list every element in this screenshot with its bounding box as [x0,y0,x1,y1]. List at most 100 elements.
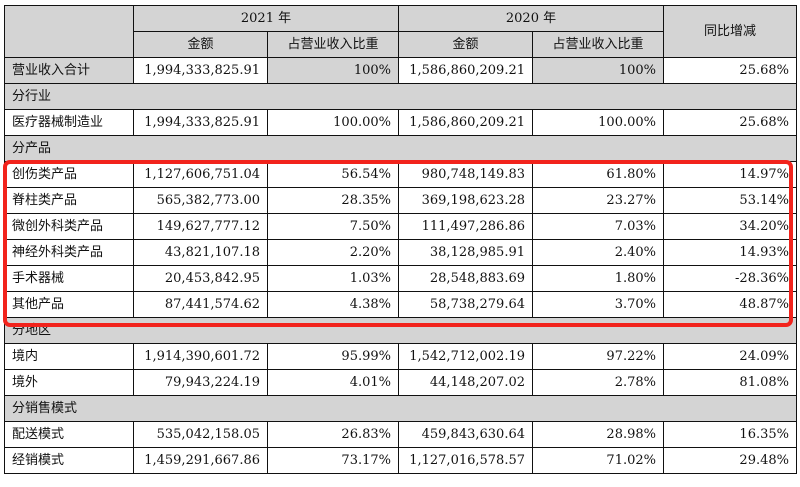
section-title: 分销售模式 [4,395,797,422]
share-2021: 95.99% [267,343,399,370]
amount-2021: 1,127,606,751.04 [133,161,268,188]
yoy-change: -28.36% [663,265,797,292]
share-2021: 2.20% [267,239,399,266]
amount-2021: 535,042,158.05 [133,421,268,448]
share-2021: 26.83% [267,421,399,448]
table-row: 其他产品 87,441,574.62 4.38% 58,738,279.64 3… [4,291,797,318]
amount-2020: 38,128,985.91 [398,239,533,266]
yoy-change: 48.87% [663,291,797,318]
section-header-sales-mode: 分销售模式 [4,395,797,422]
amount-2021: 79,943,224.19 [133,369,268,396]
section-title: 分行业 [4,83,797,110]
section-title: 分地区 [4,317,797,344]
amount-2021: 1,459,291,667.86 [133,447,268,474]
table-row: 神经外科类产品 43,821,107.18 2.20% 38,128,985.9… [4,239,797,266]
table-row: 经销模式 1,459,291,667.86 73.17% 1,127,016,5… [4,447,797,474]
section-header-region: 分地区 [4,317,797,344]
share-2021: 4.38% [267,291,399,318]
amount-2021: 87,441,574.62 [133,291,268,318]
table-row: 医疗器械制造业 1,994,333,825.91 100.00% 1,586,8… [4,109,797,136]
amount-2021: 1,994,333,825.91 [133,109,268,136]
row-label: 经销模式 [4,447,134,474]
table-row: 境外 79,943,224.19 4.01% 44,148,207.02 2.7… [4,369,797,396]
share-2020: 28.98% [532,421,664,448]
share-2021: 100.00% [267,109,399,136]
amount-2020: 459,843,630.64 [398,421,533,448]
row-label: 创伤类产品 [4,161,134,188]
share-2021: 56.54% [267,161,399,188]
row-label: 手术器械 [4,265,134,292]
table-row: 脊柱类产品 565,382,773.00 28.35% 369,198,623.… [4,187,797,214]
amount-2020: 111,497,286.86 [398,213,533,240]
share-2021: 1.03% [267,265,399,292]
amount-2021: 1,994,333,825.91 [133,57,268,84]
section-header-industry: 分行业 [4,83,797,110]
amount-2021: 1,914,390,601.72 [133,343,268,370]
header-2021: 2021 年 [133,5,399,32]
row-label: 医疗器械制造业 [4,109,134,136]
header-amount-2020: 金额 [398,31,533,58]
row-label: 微创外科类产品 [4,213,134,240]
revenue-breakdown-table: 2021 年 2020 年 同比增减 金额 占营业收入比重 金额 占营业收入比重… [4,5,797,474]
share-2020: 7.03% [532,213,664,240]
share-2020: 23.27% [532,187,664,214]
row-label: 其他产品 [4,291,134,318]
header-blank [4,5,134,58]
yoy-change: 14.97% [663,161,797,188]
row-label: 营业收入合计 [4,57,134,84]
share-2020: 97.22% [532,343,664,370]
share-2020: 1.80% [532,265,664,292]
share-2020: 3.70% [532,291,664,318]
header-share-2020: 占营业收入比重 [532,31,664,58]
table-row: 手术器械 20,453,842.95 1.03% 28,548,883.69 1… [4,265,797,292]
yoy-change: 16.35% [663,421,797,448]
row-label: 配送模式 [4,421,134,448]
amount-2020: 1,127,016,578.57 [398,447,533,474]
amount-2020: 1,586,860,209.21 [398,109,533,136]
share-2020: 100% [532,57,664,84]
yoy-change: 14.93% [663,239,797,266]
amount-2020: 1,542,712,002.19 [398,343,533,370]
row-label: 境内 [4,343,134,370]
amount-2020: 1,586,860,209.21 [398,57,533,84]
yoy-change: 53.14% [663,187,797,214]
amount-2020: 28,548,883.69 [398,265,533,292]
header-amount-2021: 金额 [133,31,268,58]
total-row: 营业收入合计 1,994,333,825.91 100% 1,586,860,2… [4,57,797,84]
table-row: 配送模式 535,042,158.05 26.83% 459,843,630.6… [4,421,797,448]
section-header-product: 分产品 [4,135,797,162]
table-row: 境内 1,914,390,601.72 95.99% 1,542,712,002… [4,343,797,370]
share-2020: 71.02% [532,447,664,474]
header-row-2: 金额 占营业收入比重 金额 占营业收入比重 [5,31,797,58]
header-row-1: 2021 年 2020 年 同比增减 [4,5,797,58]
amount-2021: 565,382,773.00 [133,187,268,214]
share-2021: 73.17% [267,447,399,474]
header-yoy: 同比增减 [663,5,797,58]
row-label: 神经外科类产品 [4,239,134,266]
share-2020: 100.00% [532,109,664,136]
amount-2020: 369,198,623.28 [398,187,533,214]
amount-2020: 980,748,149.83 [398,161,533,188]
yoy-change: 25.68% [663,57,797,84]
row-label: 境外 [4,369,134,396]
amount-2020: 44,148,207.02 [398,369,533,396]
yoy-change: 81.08% [663,369,797,396]
share-2020: 2.78% [532,369,664,396]
share-2021: 100% [267,57,399,84]
share-2021: 4.01% [267,369,399,396]
yoy-change: 25.68% [663,109,797,136]
row-label: 脊柱类产品 [4,187,134,214]
header-2020: 2020 年 [398,5,664,32]
share-2021: 28.35% [267,187,399,214]
share-2020: 2.40% [532,239,664,266]
amount-2021: 43,821,107.18 [133,239,268,266]
share-2021: 7.50% [267,213,399,240]
header-share-2021: 占营业收入比重 [267,31,399,58]
yoy-change: 24.09% [663,343,797,370]
share-2020: 61.80% [532,161,664,188]
amount-2021: 149,627,777.12 [133,213,268,240]
amount-2021: 20,453,842.95 [133,265,268,292]
yoy-change: 29.48% [663,447,797,474]
amount-2020: 58,738,279.64 [398,291,533,318]
table-row: 创伤类产品 1,127,606,751.04 56.54% 980,748,14… [4,161,797,188]
